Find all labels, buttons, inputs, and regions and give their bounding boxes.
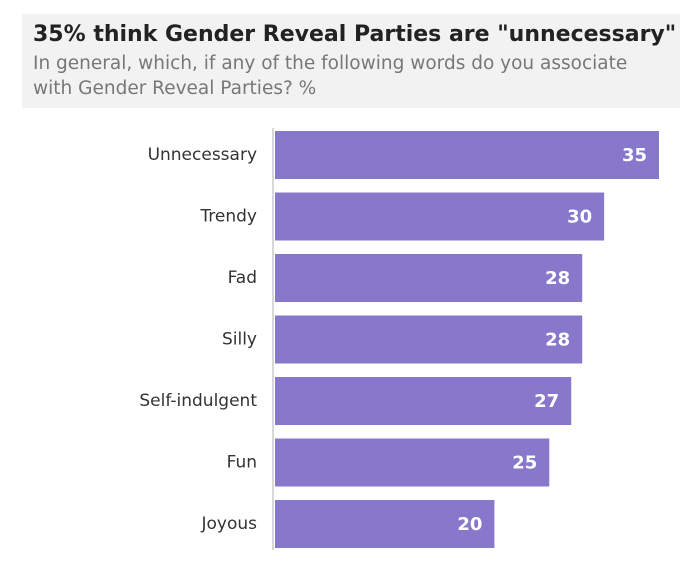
value-label: 28 bbox=[545, 330, 570, 351]
y-tick-label: Fun bbox=[227, 453, 257, 473]
bar bbox=[275, 254, 583, 302]
y-tick-label: Joyous bbox=[200, 514, 257, 534]
bar bbox=[275, 315, 583, 364]
y-tick-label: Trendy bbox=[199, 207, 257, 227]
value-label: 35 bbox=[622, 145, 647, 166]
value-label: 30 bbox=[567, 207, 592, 228]
value-label: 28 bbox=[545, 268, 570, 289]
chart-subtitle: In general, which, if any of the followi… bbox=[33, 53, 628, 99]
bar bbox=[275, 438, 550, 487]
header: 35% think Gender Reveal Parties are "unn… bbox=[22, 14, 680, 108]
y-tick-label: Fad bbox=[228, 268, 257, 288]
y-tick-label: Unnecessary bbox=[148, 145, 257, 165]
value-label: 20 bbox=[457, 514, 482, 535]
bar bbox=[275, 192, 605, 241]
value-label: 25 bbox=[512, 453, 537, 474]
bar bbox=[275, 131, 659, 179]
y-tick-label: Self-indulgent bbox=[139, 391, 257, 411]
chart-title: 35% think Gender Reveal Parties are "unn… bbox=[33, 22, 677, 47]
bar bbox=[275, 377, 572, 425]
bar bbox=[275, 500, 495, 548]
y-tick-label: Silly bbox=[222, 330, 257, 350]
value-label: 27 bbox=[534, 391, 559, 412]
